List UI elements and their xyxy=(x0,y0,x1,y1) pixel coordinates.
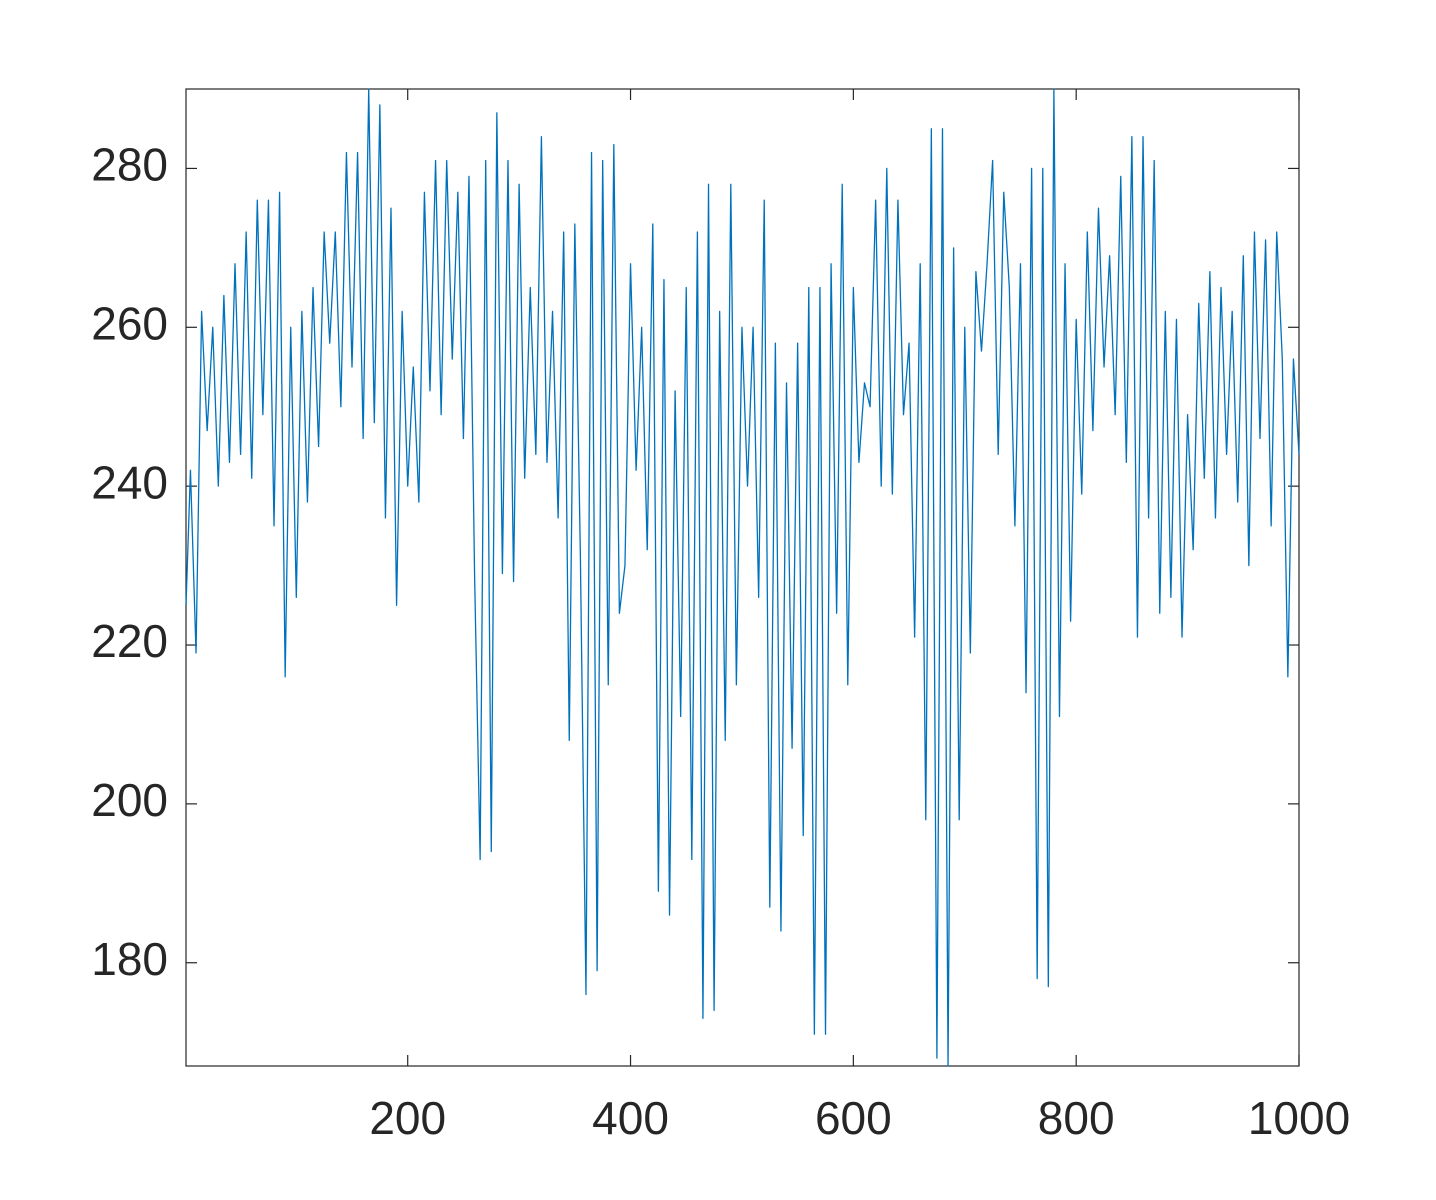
y-tick-label: 180 xyxy=(91,933,168,985)
x-tick-label: 1000 xyxy=(1248,1092,1350,1144)
plot-area xyxy=(185,88,1300,1067)
y-tick-label: 200 xyxy=(91,774,168,826)
x-tick-label: 800 xyxy=(1038,1092,1115,1144)
y-tick-label: 220 xyxy=(91,615,168,667)
x-tick-label: 400 xyxy=(592,1092,669,1144)
y-tick-label: 260 xyxy=(91,297,168,349)
x-tick-label: 600 xyxy=(815,1092,892,1144)
x-tick-label: 200 xyxy=(369,1092,446,1144)
y-tick-label: 240 xyxy=(91,456,168,508)
y-tick-label: 280 xyxy=(91,139,168,191)
data-line xyxy=(185,88,1300,1067)
